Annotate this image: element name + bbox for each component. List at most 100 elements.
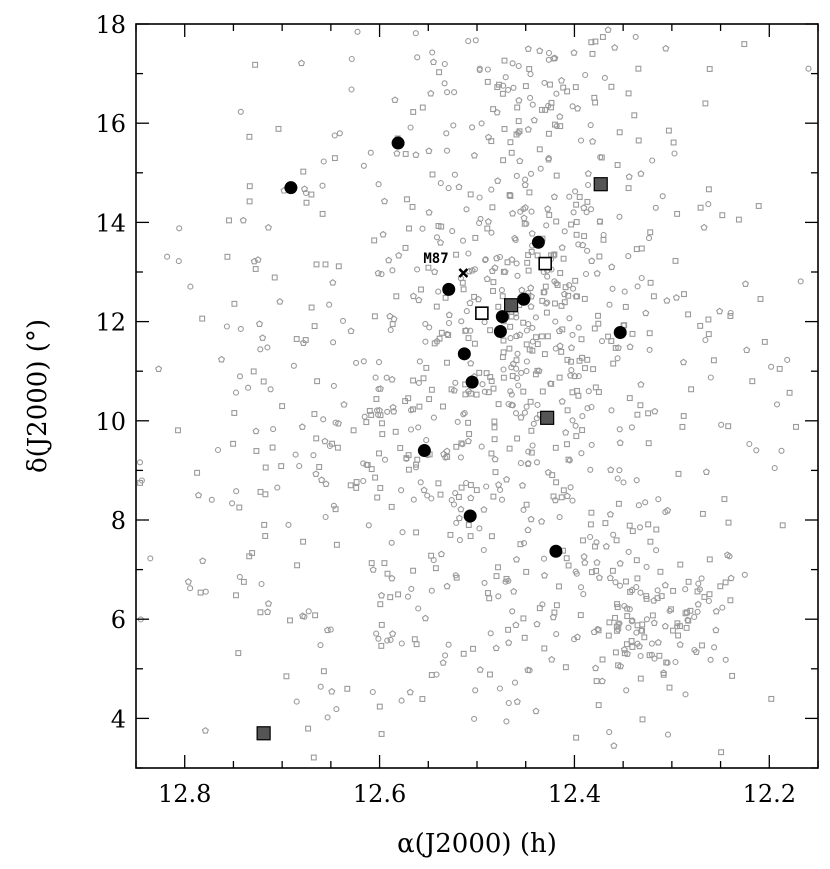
- background-galaxy-point: [666, 607, 673, 614]
- background-galaxy-point: [487, 374, 494, 380]
- background-galaxy-point: [572, 84, 579, 91]
- background-galaxy-point: [647, 279, 654, 286]
- background-galaxy-point: [495, 401, 502, 408]
- background-galaxy-point: [378, 731, 385, 737]
- background-galaxy-point: [414, 456, 421, 463]
- background-galaxy-point: [361, 413, 368, 420]
- background-galaxy-point: [416, 403, 423, 410]
- background-galaxy-point: [514, 350, 521, 357]
- background-galaxy-point: [527, 94, 534, 101]
- background-galaxy-point: [559, 326, 566, 333]
- background-galaxy-point: [561, 228, 568, 235]
- background-galaxy-point: [612, 649, 619, 656]
- background-galaxy-point: [387, 326, 394, 334]
- background-galaxy-point: [478, 443, 485, 450]
- background-galaxy-point: [274, 484, 281, 491]
- background-galaxy-point: [578, 450, 585, 457]
- background-galaxy-point: [235, 650, 242, 657]
- background-galaxy-point: [550, 193, 558, 200]
- background-galaxy-point: [705, 201, 712, 208]
- filled-circle-point: [442, 282, 456, 296]
- background-galaxy-point: [716, 307, 724, 315]
- background-galaxy-point: [410, 109, 417, 115]
- background-galaxy-point: [520, 615, 527, 622]
- background-galaxy-point: [479, 381, 486, 388]
- background-galaxy-point: [553, 123, 560, 130]
- background-galaxy-point: [236, 373, 244, 380]
- background-galaxy-point: [536, 146, 543, 153]
- background-galaxy-point: [776, 365, 783, 372]
- background-galaxy-point: [441, 60, 448, 68]
- background-galaxy-point: [528, 208, 535, 215]
- background-galaxy-point: [333, 706, 340, 713]
- background-galaxy-point: [635, 137, 642, 144]
- background-galaxy-point: [502, 74, 509, 81]
- background-galaxy-point: [429, 58, 438, 66]
- background-galaxy-point: [685, 578, 692, 585]
- filled-circle-point: [284, 181, 298, 195]
- background-galaxy-point: [567, 344, 576, 351]
- background-galaxy-point: [528, 229, 536, 237]
- background-galaxy-point: [411, 636, 418, 643]
- background-galaxy-point: [476, 219, 483, 227]
- background-galaxy-point: [442, 652, 449, 659]
- y-tick-label: 12: [95, 309, 126, 337]
- background-galaxy-point: [480, 546, 487, 554]
- background-galaxy-point: [637, 170, 645, 177]
- background-galaxy-point: [568, 221, 575, 228]
- background-galaxy-point: [509, 209, 517, 217]
- background-galaxy-point: [697, 204, 704, 211]
- background-galaxy-point: [311, 323, 318, 330]
- background-galaxy-point: [419, 225, 426, 232]
- background-galaxy-point: [413, 641, 420, 648]
- background-galaxy-point: [202, 588, 209, 595]
- background-galaxy-point: [507, 323, 514, 330]
- background-galaxy-point: [332, 506, 339, 513]
- background-galaxy-point: [354, 28, 361, 35]
- background-galaxy-point: [334, 419, 342, 427]
- background-galaxy-point: [487, 630, 494, 637]
- background-galaxy-point: [498, 496, 506, 503]
- background-galaxy-point: [717, 583, 724, 590]
- background-galaxy-point: [568, 367, 575, 374]
- background-galaxy-point: [593, 539, 600, 546]
- background-galaxy-point: [305, 608, 312, 615]
- background-galaxy-point: [488, 229, 495, 236]
- background-galaxy-point: [727, 313, 734, 319]
- background-galaxy-point: [578, 336, 585, 343]
- background-galaxy-point: [381, 560, 388, 567]
- background-galaxy-point: [201, 727, 209, 734]
- background-galaxy-point: [413, 529, 420, 536]
- background-galaxy-point: [727, 574, 735, 582]
- background-galaxy-point: [702, 468, 710, 475]
- background-galaxy-point: [458, 484, 465, 491]
- axis-ticks: 12.8 12.6 12.4 12.2 4 6 8 10 12 14 16 18: [95, 11, 819, 808]
- background-galaxy-point: [636, 524, 644, 531]
- background-galaxy-point: [538, 517, 546, 525]
- background-galaxy-point: [614, 601, 620, 608]
- background-galaxy-point: [404, 196, 410, 203]
- background-galaxy-point: [375, 411, 382, 418]
- background-galaxy-point: [236, 504, 243, 511]
- background-galaxy-point: [674, 210, 681, 217]
- background-galaxy-point: [569, 331, 576, 338]
- background-galaxy-point: [302, 337, 309, 343]
- background-galaxy-point: [387, 636, 394, 643]
- background-galaxy-point: [476, 369, 483, 376]
- background-galaxy-point: [299, 612, 307, 619]
- background-galaxy-point: [262, 533, 269, 539]
- background-galaxy-point: [365, 522, 372, 529]
- background-galaxy-point: [705, 316, 712, 323]
- background-galaxy-point: [668, 606, 674, 613]
- background-galaxy-point: [527, 170, 535, 177]
- m87-label: M87: [423, 251, 448, 267]
- background-galaxy-point: [605, 333, 612, 340]
- background-galaxy-point: [637, 675, 644, 682]
- background-galaxy-point: [375, 385, 382, 393]
- background-galaxy-point: [516, 128, 523, 135]
- background-galaxy-point: [420, 375, 427, 382]
- background-galaxy-point: [645, 410, 652, 417]
- background-galaxy-point: [623, 687, 630, 694]
- background-galaxy-point: [505, 699, 512, 707]
